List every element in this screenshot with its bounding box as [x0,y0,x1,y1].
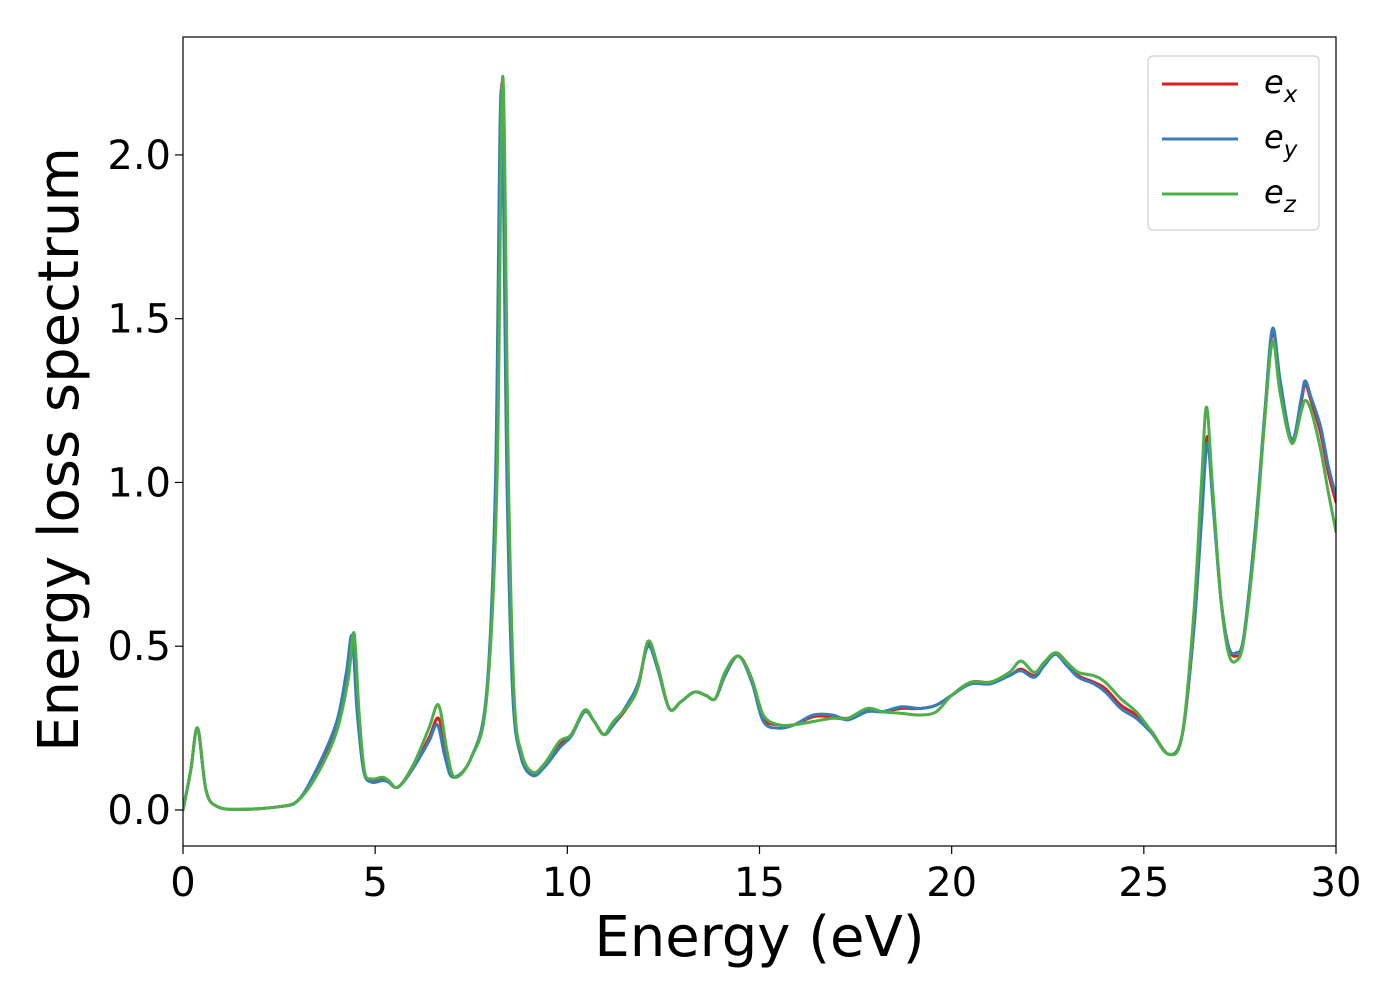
y-tick-label: 0.5 [107,624,171,670]
x-tick-label: 25 [1118,860,1169,906]
y-tick-label: 2.0 [107,133,171,179]
y-tick-label: 0.0 [107,788,171,834]
legend-label-x: ex [1264,63,1298,108]
legend-label-z: ez [1264,173,1297,218]
legend-label-y: ey [1264,118,1298,163]
x-tick-label: 20 [926,860,977,906]
x-tick-label: 5 [362,860,387,906]
legend-label-subscript: z [1283,192,1297,218]
x-tick-label: 0 [170,860,195,906]
x-tick-label: 10 [542,860,593,906]
legend-box [1147,55,1320,231]
plot-lines [183,74,1336,812]
legend-label-base: e [1264,63,1284,101]
x-tick-label: 15 [734,860,785,906]
y-axis-ticks: 0.0 0.5 1.0 1.5 2.0 [107,133,183,834]
series-line-z [183,74,1336,812]
y-tick-label: 1.0 [107,460,171,506]
legend-label-subscript: x [1283,82,1298,108]
y-tick-label: 1.5 [107,297,171,343]
x-axis-label: Energy (eV) [594,905,924,970]
x-tick-label: 30 [1311,860,1362,906]
legend-label-base: e [1264,118,1284,156]
legend-label-subscript: y [1283,137,1298,163]
legend-label-base: e [1264,173,1284,211]
y-axis-label: Energy loss spectrum [27,147,92,752]
x-axis-ticks: 0 5 10 15 20 25 30 [170,846,1361,906]
